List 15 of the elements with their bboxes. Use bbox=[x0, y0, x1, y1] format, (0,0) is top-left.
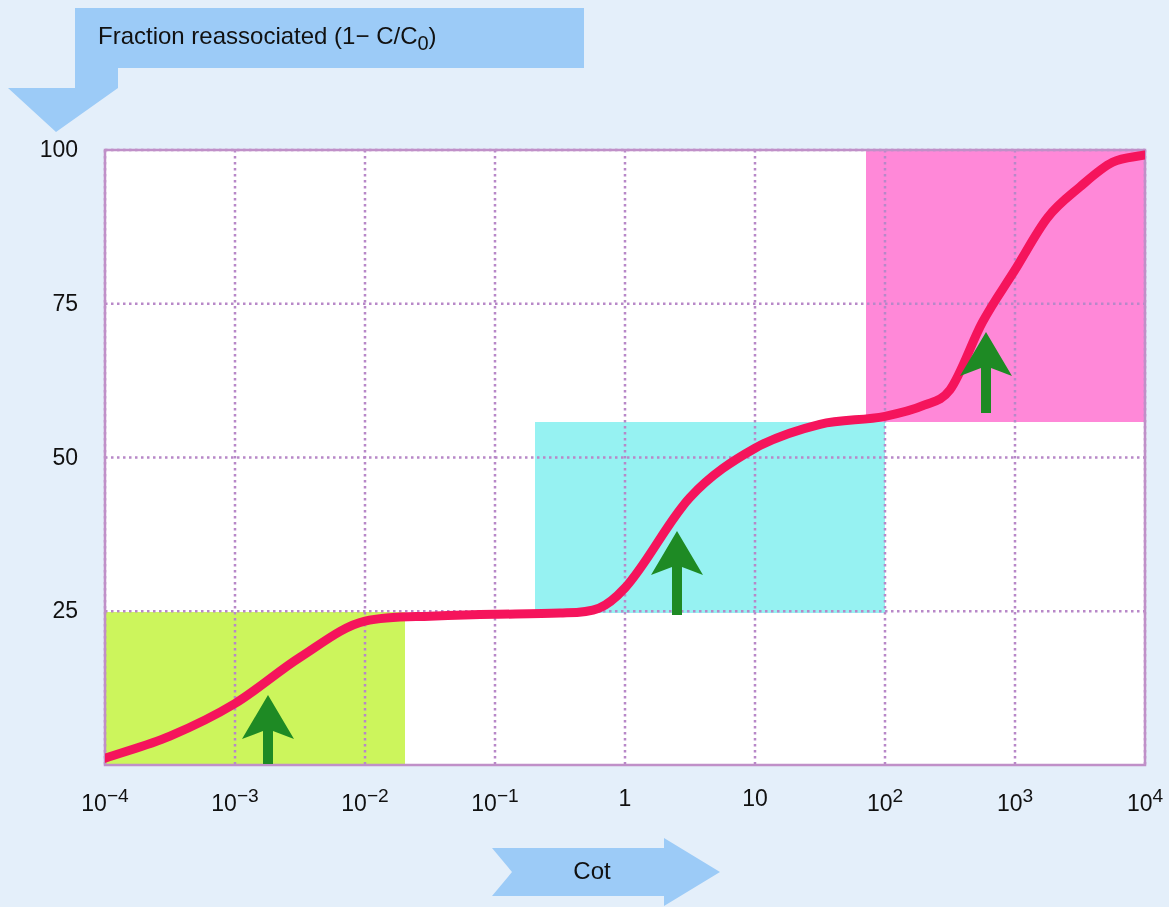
x-tick-label: 10$^{−3}$ bbox=[210, 785, 260, 817]
x-tick-label: 10$^{4}$ bbox=[1125, 785, 1165, 817]
y-tick-label: 25 bbox=[51, 597, 78, 625]
x-tick-label: 10$^{−2}$ bbox=[340, 785, 390, 817]
x-tick-label: 10$^{3}$ bbox=[995, 785, 1035, 817]
x-axis-title: Cot bbox=[572, 857, 612, 885]
y-axis-title: Fraction reassociated (1− C/C$_{0}$) bbox=[98, 22, 437, 55]
y-tick-label: 50 bbox=[51, 443, 78, 471]
x-tick-label: 10$^{2}$ bbox=[865, 785, 905, 817]
x-tick-label: 10$^{−1}$ bbox=[470, 785, 520, 817]
y-tick-label: 75 bbox=[51, 289, 78, 317]
x-tick-label: 10$^{−4}$ bbox=[80, 785, 130, 817]
y-tick-label: 100 bbox=[38, 136, 78, 163]
x-tick-label: 1 bbox=[617, 785, 633, 812]
x-tick-label: 10 bbox=[741, 785, 769, 812]
